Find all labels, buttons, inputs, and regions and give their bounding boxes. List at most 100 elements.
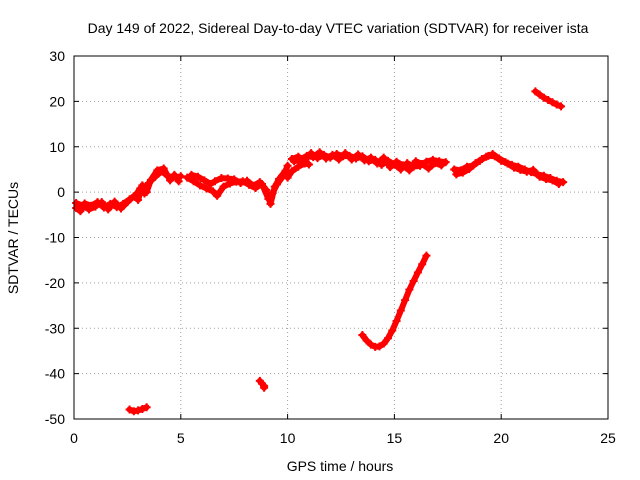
data-point [405, 285, 414, 294]
data-point [418, 159, 427, 168]
data-point [125, 405, 134, 414]
data-point [471, 159, 480, 168]
axis-ticks: 0 5 10 15 20 25 -50 -40 -30 -20 -10 0 10 20 30 [45, 48, 616, 446]
data-point [548, 98, 557, 107]
data-point [196, 181, 205, 190]
data-point [110, 197, 119, 206]
x-tick-label: 0 [70, 430, 78, 446]
data-point [366, 153, 375, 162]
data-point [283, 161, 292, 170]
data-point [418, 260, 427, 269]
data-point [142, 188, 151, 197]
data-point [78, 201, 87, 210]
data-point [386, 163, 395, 172]
data-point [529, 165, 538, 174]
x-tick-label: 5 [177, 430, 185, 446]
data-point [388, 326, 397, 335]
data-point [142, 403, 151, 412]
series-isolated-bottom-left [125, 403, 151, 416]
data-point [200, 176, 209, 185]
data-point [208, 187, 217, 196]
data-point [477, 155, 486, 164]
data-point [554, 179, 563, 188]
data-point [129, 192, 138, 201]
data-point [243, 176, 252, 185]
data-point [375, 342, 384, 351]
y-tick-label: -50 [45, 411, 65, 427]
data-point [422, 251, 431, 260]
data-point [230, 175, 239, 184]
data-point [373, 159, 382, 168]
data-point [138, 181, 147, 190]
data-point [542, 174, 551, 183]
data-point [411, 157, 420, 166]
data-point [465, 164, 474, 173]
data-point [497, 156, 506, 165]
data-point [401, 296, 410, 305]
data-point [413, 268, 422, 277]
data-point [315, 148, 324, 157]
data-point [193, 172, 202, 181]
data-point [123, 198, 132, 207]
chart-title: Day 149 of 2022, Sidereal Day-to-day VTE… [88, 20, 589, 36]
data-point [206, 179, 215, 188]
data-point [379, 339, 388, 348]
data-point [249, 181, 258, 190]
data-point [236, 179, 245, 188]
series-track [359, 252, 430, 350]
data-point [166, 176, 175, 185]
data-point [309, 153, 318, 162]
data-point [409, 277, 418, 286]
x-tick-label: 20 [493, 430, 509, 446]
grid-lines [74, 56, 608, 419]
data-point [174, 177, 183, 186]
data-point [437, 161, 446, 170]
series-isolated-mid-low [255, 376, 269, 392]
data-point [510, 163, 519, 172]
data-point [304, 160, 313, 169]
data-point [354, 150, 363, 159]
data-point [183, 173, 192, 182]
x-axis-label: GPS time / hours [287, 458, 394, 474]
data-point [341, 149, 350, 158]
x-tick-label: 25 [600, 430, 616, 446]
data-point [539, 93, 548, 102]
data-point [134, 195, 143, 204]
data-point [347, 155, 356, 164]
y-tick-label: 10 [49, 139, 65, 155]
data-point [552, 100, 561, 109]
data-point [522, 167, 531, 176]
data-point [430, 159, 439, 168]
data-point [383, 334, 392, 343]
data-point [210, 177, 219, 186]
data-point [362, 336, 371, 345]
data-point [490, 152, 499, 161]
data-point [159, 164, 168, 173]
y-tick-label: 20 [49, 93, 65, 109]
data-point [360, 156, 369, 165]
y-tick-label: -30 [45, 320, 65, 336]
data-points [72, 87, 568, 416]
data-point [366, 340, 375, 349]
data-point [219, 182, 228, 191]
data-point [531, 87, 540, 96]
data-point [91, 202, 100, 211]
data-point [290, 157, 299, 166]
data-point [72, 199, 81, 208]
data-point [392, 157, 401, 166]
y-tick-label: -10 [45, 230, 65, 246]
data-point [104, 205, 113, 214]
data-point [260, 383, 269, 392]
data-point [334, 155, 343, 164]
data-point [283, 173, 292, 182]
data-point [392, 316, 401, 325]
y-tick-label: 0 [57, 184, 65, 200]
data-point [146, 175, 155, 184]
data-point [287, 167, 296, 176]
data-point [503, 159, 512, 168]
data-point [544, 96, 553, 105]
data-point [516, 165, 525, 174]
data-point [255, 178, 264, 187]
data-point [535, 90, 544, 99]
